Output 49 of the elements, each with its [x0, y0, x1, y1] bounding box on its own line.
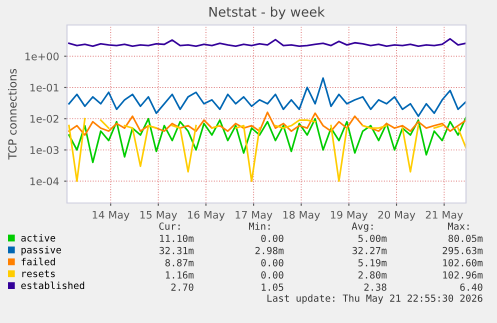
text: 1.05	[262, 283, 284, 291]
x-tick-label: 19 May	[330, 210, 368, 221]
x-tick-label: 18 May	[283, 210, 320, 221]
line-series	[68, 116, 466, 164]
legend-label: active	[21, 234, 56, 242]
x-tick-label: 20 May	[378, 210, 416, 221]
legend-label: resets	[22, 270, 55, 278]
x-tick-label: 17 May	[236, 210, 272, 221]
text: 6.40	[460, 283, 482, 291]
text: 5.00m	[358, 234, 387, 242]
text: 11.10m	[160, 234, 194, 242]
text: 2.38	[364, 283, 386, 291]
y-tick-label: 1e-03	[30, 146, 59, 154]
chart-title: Netstat - by week	[209, 6, 325, 20]
y-tick-label: 1e-04	[30, 177, 59, 186]
text: Last update: Thu May 21 22:55:30 2026	[267, 294, 482, 304]
text: 80.05m	[448, 234, 483, 242]
text: 2.70	[171, 283, 194, 291]
text: 2.98m	[255, 246, 284, 254]
text: Cur:	[159, 222, 180, 230]
text: 102.60m	[443, 259, 483, 266]
x-tick-label: 21 May	[426, 210, 463, 221]
y-tick-label: 1e-01	[30, 84, 58, 92]
line-series	[68, 77, 466, 118]
legend-label: established	[21, 282, 84, 290]
text: 102.96m	[443, 271, 483, 279]
text: 1.16m	[166, 271, 194, 279]
text: 0.00	[261, 259, 284, 266]
x-tick-label: 15 May	[140, 210, 178, 221]
text: 0.00	[261, 271, 284, 279]
y-tick-label: 1e+00	[25, 52, 59, 60]
line-series	[68, 38, 466, 48]
text: Avg:	[352, 222, 373, 232]
text: 2.80m	[358, 271, 387, 279]
x-tick-label: 16 May	[188, 210, 225, 221]
y-axis-title: TCP connections	[8, 68, 17, 160]
line-series	[68, 111, 466, 136]
text: 8.87m	[165, 259, 194, 266]
x-tick-label: 14 May	[92, 210, 130, 221]
text: Max:	[448, 222, 469, 230]
text: 32.31m	[160, 246, 194, 254]
legend-label: passive	[22, 246, 62, 256]
y-tick-label: 1e-02	[30, 114, 58, 123]
legend-label: failed	[22, 258, 55, 266]
text: 32.27m	[352, 246, 387, 254]
text: 295.63m	[442, 246, 483, 254]
text: 5.19m	[358, 259, 387, 266]
text: Min:	[248, 222, 270, 230]
text: 0.00	[261, 234, 284, 242]
